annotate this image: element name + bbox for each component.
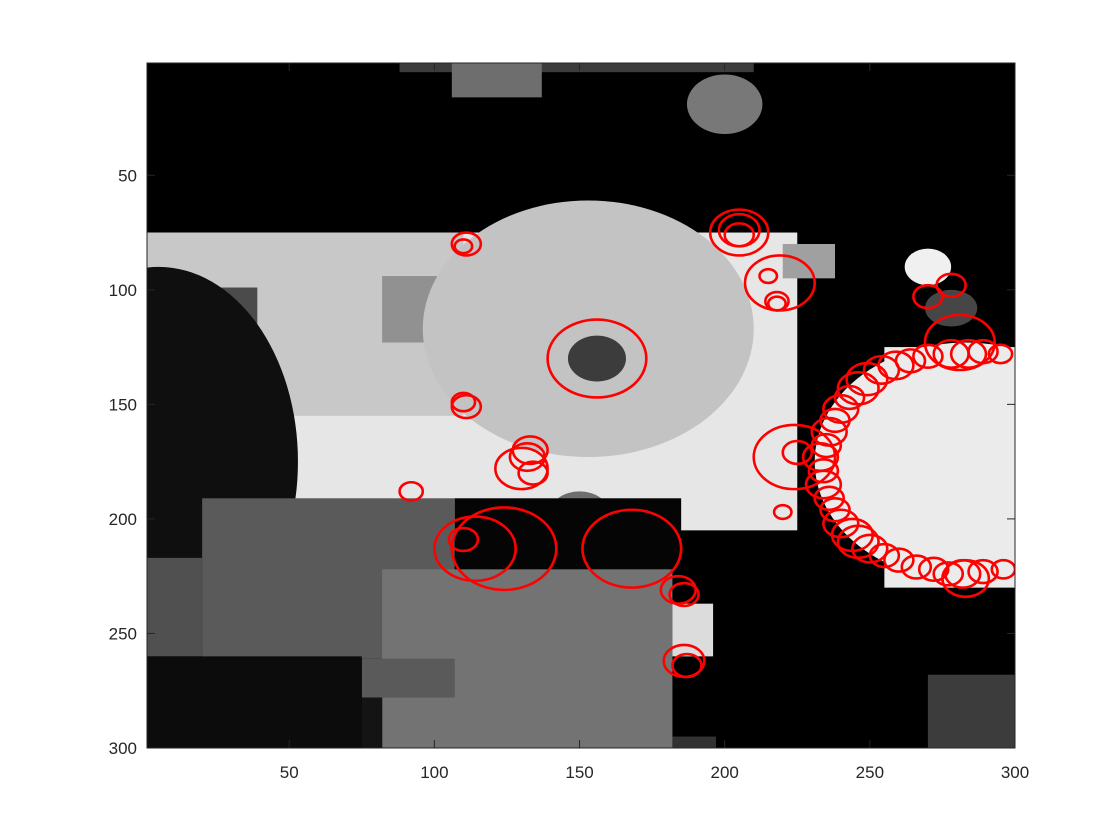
x-tick-label: 150 (565, 763, 593, 782)
detection-circle-61 (944, 558, 982, 589)
image-region-21 (361, 658, 455, 698)
detection-circle-47 (807, 458, 840, 484)
detection-circle-34 (987, 343, 1014, 365)
image-region-22 (147, 656, 362, 748)
detection-circle-13 (450, 393, 483, 420)
detection-circle-19 (772, 503, 793, 521)
detection-circle-2 (453, 238, 474, 255)
x-tick-label: 300 (1001, 763, 1029, 782)
image-region-23 (361, 697, 383, 748)
x-tick-label: 200 (711, 763, 739, 782)
detection-circle-20 (450, 506, 558, 592)
detection-circle-39 (845, 361, 889, 397)
y-tick-label: 250 (109, 624, 137, 643)
image-region-15 (814, 342, 1015, 581)
detection-circle-17 (517, 460, 549, 486)
image-region-2 (451, 63, 542, 98)
detection-circle-48 (804, 469, 843, 500)
y-tick-label: 150 (109, 395, 137, 414)
detection-circle-28 (752, 423, 837, 491)
y-tick-label: 100 (109, 281, 137, 300)
y-tick-label: 300 (109, 739, 137, 758)
image-region-17 (147, 557, 203, 657)
image-region-8 (782, 243, 836, 279)
detection-circle-9 (766, 295, 787, 312)
image-region-10 (567, 335, 626, 382)
axes-frame (146, 62, 1016, 749)
detection-circle-35 (912, 343, 944, 369)
y-axis: 50 100 150 200 250 300 (109, 166, 1015, 758)
detection-circle-49 (813, 485, 846, 512)
y-tick-label: 200 (109, 510, 137, 529)
detection-circle-1 (450, 231, 483, 257)
detection-circles (398, 208, 1015, 679)
image-region-25 (672, 736, 716, 748)
detection-circle-59 (932, 561, 965, 587)
detection-circle-41 (833, 384, 866, 411)
detection-circle-18 (398, 480, 425, 502)
detection-circle-0 (546, 318, 648, 399)
y-tick-label: 50 (118, 166, 137, 185)
detection-circle-22 (447, 526, 480, 553)
detection-circle-5 (723, 222, 756, 248)
detection-circle-33 (967, 338, 999, 365)
detection-circle-32 (949, 338, 988, 369)
image-region-26 (927, 674, 1015, 748)
image-region-13 (925, 289, 978, 327)
detection-circle-55 (868, 542, 901, 569)
image-region-3 (686, 74, 763, 135)
detection-circle-3 (708, 208, 770, 257)
image-region-1 (399, 63, 754, 73)
detection-circle-21 (433, 515, 517, 583)
image-region-9 (422, 200, 754, 458)
detection-circle-56 (883, 547, 915, 573)
x-axis: 50 100 150 200 250 300 (280, 63, 1029, 782)
detection-circle-58 (917, 556, 950, 583)
detection-circle-16 (508, 442, 547, 473)
detection-circle-29 (781, 439, 814, 466)
detection-circle-57 (900, 554, 933, 580)
image-region-24 (672, 603, 714, 657)
detection-circle-10 (912, 283, 944, 310)
image-region-12 (904, 248, 952, 286)
x-tick-label: 50 (280, 763, 299, 782)
detection-circle-11 (935, 272, 967, 298)
detection-circle-23 (581, 508, 683, 589)
x-tick-label: 250 (856, 763, 884, 782)
detection-circle-38 (862, 354, 901, 386)
detection-circle-50 (819, 496, 851, 523)
detection-circle-7 (758, 267, 779, 285)
detection-circle-25 (668, 581, 700, 608)
detection-circle-62 (967, 558, 999, 585)
detection-circle-30 (923, 313, 996, 372)
x-tick-label: 100 (420, 763, 448, 782)
detection-circle-27 (671, 652, 703, 679)
detection-circle-51 (822, 508, 860, 539)
detection-circle-54 (851, 533, 889, 564)
image-background (147, 63, 1015, 748)
